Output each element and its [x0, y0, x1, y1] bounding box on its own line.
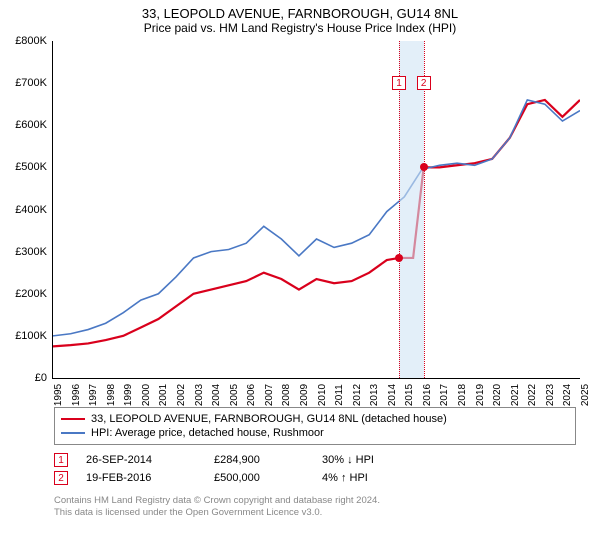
- legend-label: HPI: Average price, detached house, Rush…: [91, 427, 324, 439]
- x-tick-label: 2001: [158, 384, 169, 406]
- series-price_paid: [53, 100, 580, 346]
- sale-dot: [395, 254, 403, 262]
- legend-swatch: [61, 432, 85, 434]
- x-tick-label: 2023: [545, 384, 556, 406]
- x-tick-label: 2018: [457, 384, 468, 406]
- x-tick-label: 2009: [299, 384, 310, 406]
- x-tick-label: 2017: [439, 384, 450, 406]
- y-tick-label: £800K: [3, 35, 47, 47]
- highlight-band: [399, 41, 424, 378]
- y-tick-label: £300K: [3, 246, 47, 258]
- marker-vline: [399, 41, 400, 378]
- marker-box: 2: [417, 76, 431, 90]
- series-hpi: [53, 100, 580, 336]
- sale-row: 1 26-SEP-2014 £284,900 30% ↓ HPI: [54, 451, 576, 469]
- chart-title: 33, LEOPOLD AVENUE, FARNBOROUGH, GU14 8N…: [0, 6, 600, 21]
- x-tick-label: 1999: [123, 384, 134, 406]
- x-tick-label: 2002: [176, 384, 187, 406]
- x-tick-label: 2013: [369, 384, 380, 406]
- y-tick-label: £700K: [3, 77, 47, 89]
- sale-price: £284,900: [214, 454, 304, 466]
- x-tick-label: 2016: [422, 384, 433, 406]
- x-tick-label: 2004: [211, 384, 222, 406]
- chart-subtitle: Price paid vs. HM Land Registry's House …: [0, 21, 600, 35]
- sales-table: 1 26-SEP-2014 £284,900 30% ↓ HPI 2 19-FEB-201…: [54, 451, 576, 487]
- legend: 33, LEOPOLD AVENUE, FARNBOROUGH, GU14 8N…: [54, 407, 576, 445]
- legend-item: HPI: Average price, detached house, Rush…: [61, 426, 569, 440]
- legend-swatch: [61, 418, 85, 420]
- sale-number-box: 1: [54, 453, 68, 467]
- x-tick-label: 2025: [580, 384, 591, 406]
- x-tick-label: 1996: [71, 384, 82, 406]
- x-tick-label: 2005: [229, 384, 240, 406]
- title-block: 33, LEOPOLD AVENUE, FARNBOROUGH, GU14 8N…: [0, 0, 600, 37]
- y-tick-label: £0: [3, 372, 47, 384]
- y-tick-label: £600K: [3, 119, 47, 131]
- x-tick-label: 2000: [141, 384, 152, 406]
- sale-date: 26-SEP-2014: [86, 454, 196, 466]
- footer-line: Contains HM Land Registry data © Crown c…: [54, 495, 576, 507]
- x-tick-label: 2011: [334, 384, 345, 406]
- marker-box: 1: [392, 76, 406, 90]
- footer-line: This data is licensed under the Open Gov…: [54, 507, 576, 519]
- sale-date: 19-FEB-2016: [86, 472, 196, 484]
- x-tick-label: 2008: [281, 384, 292, 406]
- x-tick-label: 2024: [562, 384, 573, 406]
- x-tick-label: 1997: [88, 384, 99, 406]
- legend-label: 33, LEOPOLD AVENUE, FARNBOROUGH, GU14 8N…: [91, 413, 447, 425]
- y-tick-label: £400K: [3, 204, 47, 216]
- x-tick-label: 1998: [106, 384, 117, 406]
- y-tick-label: £100K: [3, 330, 47, 342]
- chart-plot: [53, 41, 580, 378]
- x-tick-label: 2012: [352, 384, 363, 406]
- x-tick-label: 2007: [264, 384, 275, 406]
- x-tick-label: 2022: [527, 384, 538, 406]
- x-tick-label: 2014: [387, 384, 398, 406]
- x-tick-label: 2003: [194, 384, 205, 406]
- sale-row: 2 19-FEB-2016 £500,000 4% ↑ HPI: [54, 469, 576, 487]
- x-tick-label: 2010: [317, 384, 328, 406]
- sale-delta: 30% ↓ HPI: [322, 454, 422, 466]
- x-tick-label: 1995: [53, 384, 64, 406]
- sale-price: £500,000: [214, 472, 304, 484]
- y-tick-label: £500K: [3, 161, 47, 173]
- chart-area: £0£100K£200K£300K£400K£500K£600K£700K£80…: [52, 41, 580, 379]
- legend-item: 33, LEOPOLD AVENUE, FARNBOROUGH, GU14 8N…: [61, 412, 569, 426]
- x-tick-label: 2015: [404, 384, 415, 406]
- x-tick-label: 2006: [246, 384, 257, 406]
- x-tick-label: 2019: [475, 384, 486, 406]
- y-tick-label: £200K: [3, 288, 47, 300]
- x-tick-label: 2021: [510, 384, 521, 406]
- sale-number-box: 2: [54, 471, 68, 485]
- sale-dot: [420, 163, 428, 171]
- marker-vline: [424, 41, 425, 378]
- x-tick-label: 2020: [492, 384, 503, 406]
- footer: Contains HM Land Registry data © Crown c…: [54, 495, 576, 520]
- sale-delta: 4% ↑ HPI: [322, 472, 422, 484]
